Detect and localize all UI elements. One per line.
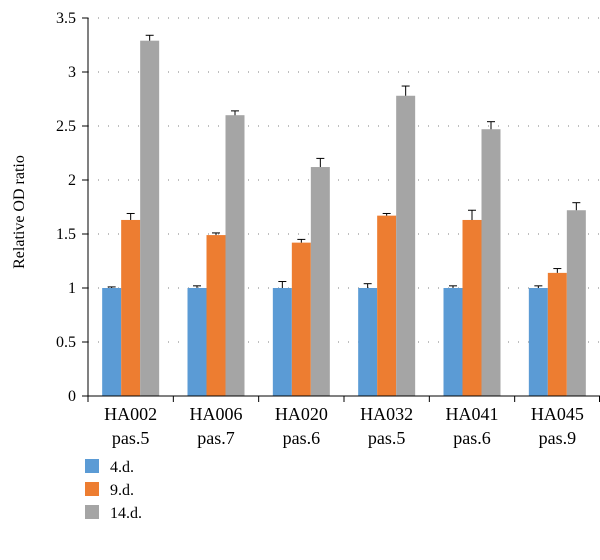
x-tick-label: HA041 — [446, 404, 499, 424]
x-tick-label: pas.6 — [453, 428, 491, 448]
x-tick-label: HA002 — [104, 404, 157, 424]
y-tick-label: 0.5 — [56, 334, 76, 351]
y-tick-label: 0 — [68, 388, 76, 405]
x-tick-label: HA020 — [275, 404, 328, 424]
bar — [443, 288, 463, 396]
x-tick-label: pas.7 — [197, 428, 235, 448]
legend-label: 14.d. — [110, 505, 142, 522]
bar — [140, 40, 160, 397]
bar — [566, 210, 586, 396]
bar — [187, 288, 207, 396]
y-tick-label: 3.5 — [56, 10, 76, 27]
x-tick-label: pas.5 — [368, 428, 406, 448]
y-tick-label: 2 — [68, 172, 76, 189]
bar — [206, 235, 226, 396]
legend-swatch — [85, 459, 99, 473]
y-tick-label: 3 — [68, 64, 76, 81]
bar — [121, 219, 141, 396]
legend: 4.d. 9.d. 14.d. — [85, 459, 142, 522]
legend-swatch — [85, 482, 99, 496]
bars — [102, 34, 586, 397]
axes: 0 0.5 1 1.5 2 2.5 3 3.5 HA002 pas.5 HA006 pas.7 HA02… — [56, 10, 600, 448]
bar — [528, 288, 548, 396]
y-tick-label: 1.5 — [56, 226, 76, 243]
legend-label: 4.d. — [110, 459, 134, 476]
bar — [102, 288, 122, 396]
x-tick-label: pas.9 — [539, 428, 577, 448]
x-tick-label: pas.5 — [112, 428, 150, 448]
bar — [358, 288, 378, 396]
x-tick-label: pas.6 — [283, 428, 321, 448]
bar — [225, 115, 245, 396]
bar — [547, 272, 567, 396]
gridlines — [88, 17, 600, 343]
y-tick-label: 2.5 — [56, 118, 76, 135]
bar — [396, 95, 416, 396]
x-tick-label: HA006 — [190, 404, 243, 424]
x-tick-label: HA032 — [360, 404, 413, 424]
y-tick-label: 1 — [68, 280, 76, 297]
legend-swatch — [85, 505, 99, 519]
bar — [481, 129, 501, 397]
bar — [291, 242, 311, 396]
bar — [310, 167, 330, 396]
x-tick-label: HA045 — [531, 404, 584, 424]
bar — [272, 288, 292, 396]
legend-label: 9.d. — [110, 482, 134, 499]
bar — [462, 219, 482, 396]
bar — [377, 215, 397, 396]
y-axis-title: Relative OD ratio — [11, 155, 28, 269]
